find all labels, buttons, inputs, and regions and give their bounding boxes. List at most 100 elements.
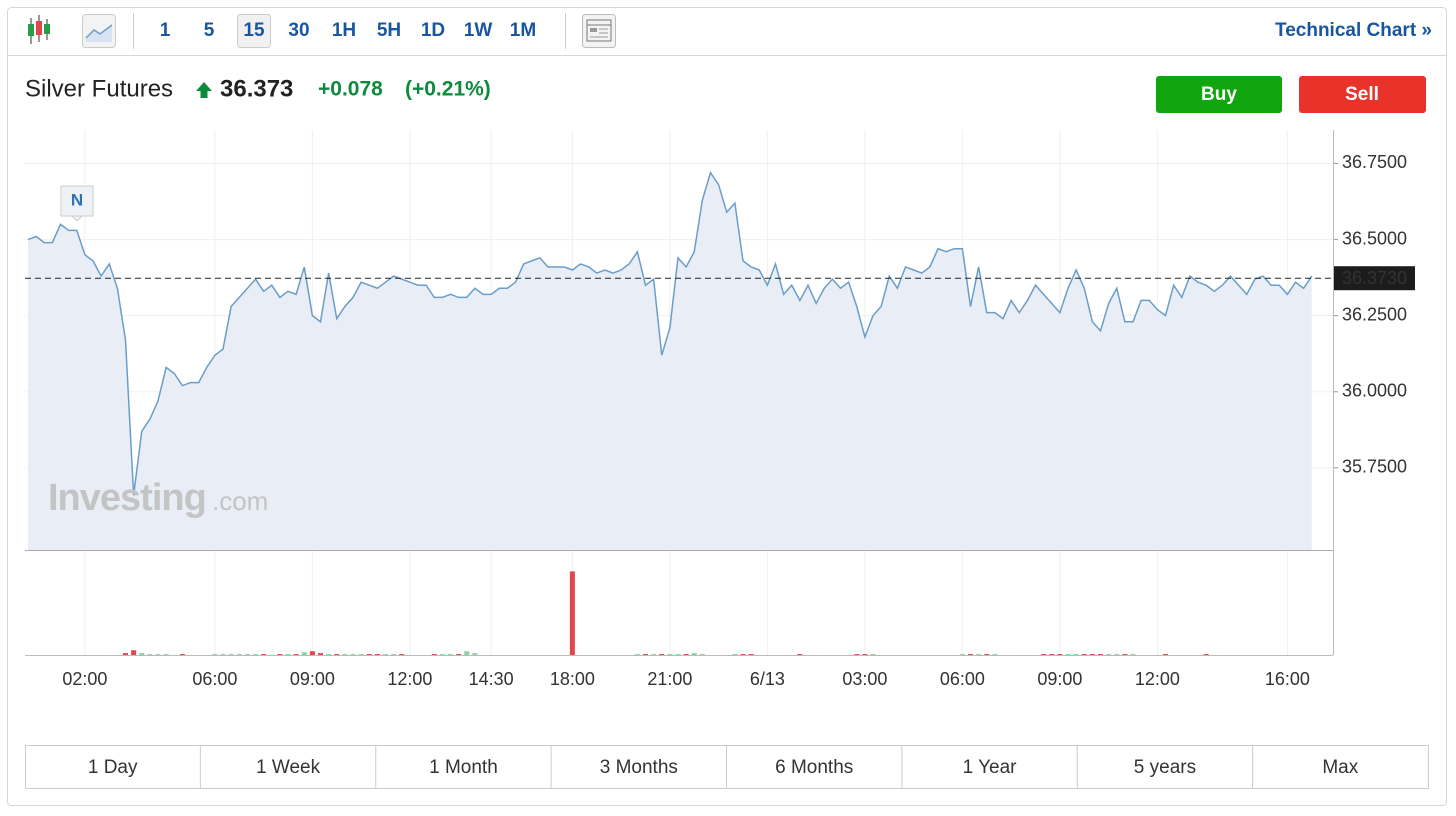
range-button[interactable]: 3 Months xyxy=(600,757,678,778)
volume-bar xyxy=(374,654,380,655)
interval-button[interactable]: 1 xyxy=(160,20,171,41)
volume-bar xyxy=(228,654,234,655)
x-tick-label: 21:00 xyxy=(647,669,692,689)
range-button[interactable]: 1 Month xyxy=(429,757,498,778)
volume-bar xyxy=(464,651,470,655)
volume-bar xyxy=(253,654,258,655)
volume-bar xyxy=(309,651,315,655)
volume-bar xyxy=(748,654,754,655)
volume-bar xyxy=(651,654,657,655)
volume-bar xyxy=(797,654,803,655)
volume-bar xyxy=(123,653,128,655)
y-tick-label: 36.7500 xyxy=(1342,152,1407,172)
volume-bar xyxy=(1203,654,1209,655)
news-marker-label[interactable]: N xyxy=(71,190,83,209)
volume-bar xyxy=(220,654,226,655)
range-button[interactable]: 1 Week xyxy=(256,757,321,778)
volume-bar xyxy=(699,654,705,655)
volume-bar xyxy=(431,654,437,655)
buy-button[interactable]: Buy xyxy=(1156,76,1282,113)
interval-button[interactable]: 30 xyxy=(288,20,309,41)
plot-area: 02:00 06:00 09:00 12:00 14:30 18:00 21:00 6/13 0… xyxy=(25,130,1415,689)
x-tick-label: 12:00 xyxy=(387,669,432,689)
layout-icon[interactable] xyxy=(582,14,616,48)
y-tick-label: 36.2500 xyxy=(1342,304,1407,324)
volume-bar xyxy=(285,654,291,655)
volume-bar xyxy=(1122,654,1128,655)
watermark-brand: Investing xyxy=(48,477,206,519)
volume-bar xyxy=(155,654,161,655)
volume-bar xyxy=(236,654,242,655)
volume-bar xyxy=(1073,654,1079,655)
sell-label[interactable]: Sell xyxy=(1345,84,1379,105)
volume-bar xyxy=(634,654,640,655)
volume-bar xyxy=(358,654,364,655)
volume-bar xyxy=(147,654,153,655)
volume-bar xyxy=(1065,654,1071,655)
volume-bar xyxy=(1163,654,1168,655)
volume-bar xyxy=(862,654,868,655)
volume-bar xyxy=(976,654,982,655)
volume-bar xyxy=(472,653,478,655)
volume-bar xyxy=(1098,654,1103,655)
x-tick-label: 09:00 xyxy=(1037,669,1082,689)
range-button[interactable]: 5 years xyxy=(1134,757,1196,778)
x-tick-label: 03:00 xyxy=(842,669,887,689)
interval-button[interactable]: 1H xyxy=(332,20,356,41)
volume-bar xyxy=(342,654,348,655)
interval-button[interactable]: 5 xyxy=(204,20,215,41)
volume-bar xyxy=(675,654,681,655)
volume-bar xyxy=(277,654,283,655)
x-tick-label: 6/13 xyxy=(750,669,785,689)
range-button[interactable]: 6 Months xyxy=(775,757,853,778)
buy-label[interactable]: Buy xyxy=(1201,84,1237,105)
volume-bar xyxy=(212,654,218,655)
last-price-tag xyxy=(1334,266,1415,291)
volume-bar xyxy=(659,654,665,655)
y-tick-label: 36.0000 xyxy=(1342,380,1407,400)
volume-bar xyxy=(326,654,332,655)
x-tick-label: 06:00 xyxy=(192,669,237,689)
volume-bar xyxy=(350,654,356,655)
volume-bar xyxy=(383,654,388,655)
volume-bar xyxy=(244,654,250,655)
up-arrow xyxy=(196,82,212,98)
volume-bar xyxy=(1057,654,1063,655)
range-button[interactable]: 1 Day xyxy=(88,757,138,778)
interval-active-bg xyxy=(237,14,271,48)
range-button[interactable]: Max xyxy=(1322,757,1358,778)
volume-bar xyxy=(1106,654,1112,655)
volume-bar xyxy=(732,654,738,655)
interval-button[interactable]: 5H xyxy=(377,20,401,41)
x-tick-label: 02:00 xyxy=(62,669,107,689)
volume-bar xyxy=(366,654,372,655)
volume-bar xyxy=(334,654,340,655)
volume-bar xyxy=(667,654,673,655)
range-button[interactable]: 1 Year xyxy=(963,757,1018,778)
line-chart-icon[interactable] xyxy=(82,14,116,48)
volume-bar xyxy=(683,654,689,655)
volume-bar xyxy=(318,653,323,655)
watermark: Investing .com xyxy=(48,477,268,519)
price-area xyxy=(28,172,1312,551)
volume-bar xyxy=(439,654,445,655)
news-marker[interactable]: N xyxy=(60,185,94,222)
volume-bar xyxy=(139,653,145,655)
volume-bar xyxy=(740,654,746,655)
volume-bar xyxy=(968,654,973,655)
interval-button[interactable]: 1D xyxy=(421,20,445,41)
sell-button[interactable]: Sell xyxy=(1299,76,1426,113)
interval-button[interactable]: 15 xyxy=(243,20,265,41)
x-tick-label: 09:00 xyxy=(290,669,335,689)
volume-bar xyxy=(448,654,453,655)
candlestick-icon[interactable] xyxy=(28,15,50,44)
x-tick-label: 14:30 xyxy=(469,669,514,689)
volume-bar xyxy=(261,654,267,655)
technical-chart-link[interactable]: Technical Chart » xyxy=(1275,20,1432,41)
interval-button[interactable]: 1M xyxy=(510,20,536,41)
last-price: 36.373 xyxy=(220,75,293,102)
price-line xyxy=(27,170,1313,496)
interval-button[interactable]: 1W xyxy=(464,20,493,41)
volume-bar xyxy=(691,653,697,655)
